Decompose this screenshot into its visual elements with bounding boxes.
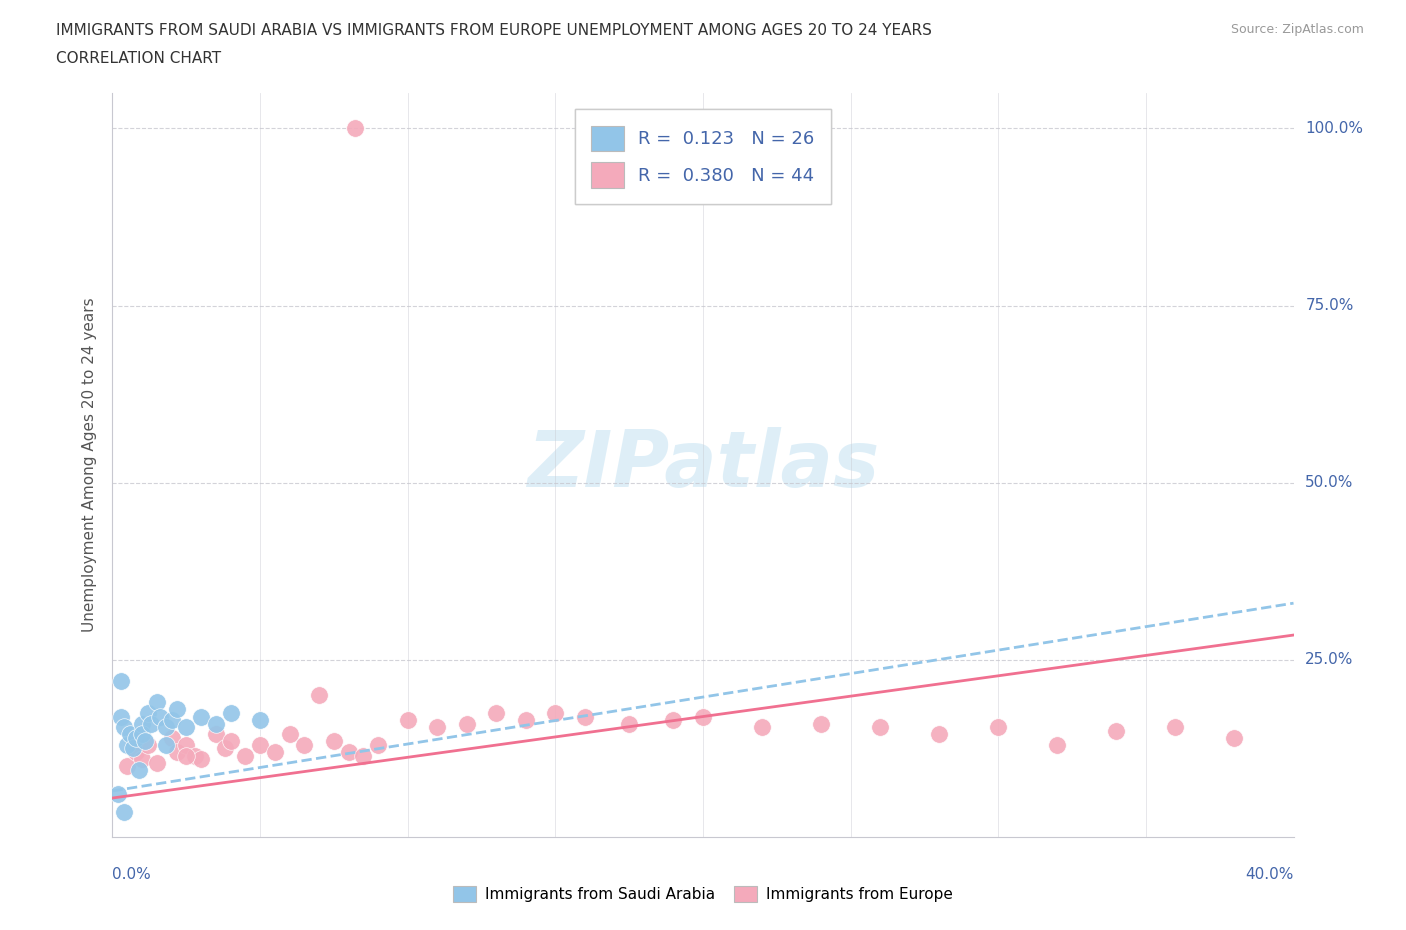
Point <box>110 709 132 724</box>
Point <box>112 720 135 735</box>
Point <box>396 712 419 727</box>
Point <box>131 751 153 766</box>
Point <box>337 745 360 760</box>
Point <box>1046 737 1069 752</box>
Point <box>292 737 315 752</box>
Point <box>214 741 236 756</box>
Point <box>174 720 197 735</box>
Point <box>544 706 567 721</box>
Point <box>1164 720 1187 735</box>
Text: 100.0%: 100.0% <box>1305 121 1364 136</box>
Point <box>190 709 212 724</box>
Point <box>205 727 228 742</box>
Text: 75.0%: 75.0% <box>1305 299 1354 313</box>
Point <box>125 745 148 760</box>
Point <box>987 720 1010 735</box>
Point <box>117 737 138 752</box>
Point <box>131 716 153 731</box>
Text: 40.0%: 40.0% <box>1246 867 1294 882</box>
Point <box>174 737 197 752</box>
Point <box>131 727 153 742</box>
Point <box>117 759 138 774</box>
Point <box>662 712 685 727</box>
Legend: R =  0.123   N = 26, R =  0.380   N = 44: R = 0.123 N = 26, R = 0.380 N = 44 <box>575 110 831 204</box>
Point <box>149 709 172 724</box>
Text: ZIPatlas: ZIPatlas <box>527 427 879 503</box>
Point <box>928 727 950 742</box>
Point <box>136 737 159 752</box>
Text: 50.0%: 50.0% <box>1305 475 1354 490</box>
Point <box>352 748 374 763</box>
Point <box>456 716 478 731</box>
Point <box>810 716 832 731</box>
Text: 25.0%: 25.0% <box>1305 652 1354 668</box>
Point <box>107 787 129 802</box>
Legend: Immigrants from Saudi Arabia, Immigrants from Europe: Immigrants from Saudi Arabia, Immigrants… <box>447 880 959 909</box>
Text: IMMIGRANTS FROM SAUDI ARABIA VS IMMIGRANTS FROM EUROPE UNEMPLOYMENT AMONG AGES 2: IMMIGRANTS FROM SAUDI ARABIA VS IMMIGRAN… <box>56 23 932 38</box>
Point <box>515 712 537 727</box>
Point <box>184 748 207 763</box>
Point <box>869 720 891 735</box>
Point <box>174 748 197 763</box>
Point <box>120 727 142 742</box>
Text: 0.0%: 0.0% <box>112 867 152 882</box>
Point <box>1105 724 1128 738</box>
Point <box>136 706 159 721</box>
Point <box>146 755 169 770</box>
Point <box>323 734 346 749</box>
Point <box>692 709 714 724</box>
Point <box>128 763 150 777</box>
Point <box>122 741 145 756</box>
Point <box>219 734 242 749</box>
Point <box>166 745 188 760</box>
Point <box>190 751 212 766</box>
Point <box>1223 730 1246 745</box>
Point <box>155 720 177 735</box>
Point <box>160 730 183 745</box>
Point <box>160 712 183 727</box>
Point <box>146 695 169 710</box>
Point <box>249 712 271 727</box>
Point <box>619 716 641 731</box>
Point <box>264 745 287 760</box>
Point <box>125 730 148 745</box>
Point <box>249 737 271 752</box>
Y-axis label: Unemployment Among Ages 20 to 24 years: Unemployment Among Ages 20 to 24 years <box>82 298 97 632</box>
Point <box>155 737 177 752</box>
Text: Source: ZipAtlas.com: Source: ZipAtlas.com <box>1230 23 1364 36</box>
Point <box>485 706 508 721</box>
Point <box>367 737 389 752</box>
Point <box>139 716 162 731</box>
Point <box>134 734 156 749</box>
Point <box>308 688 330 703</box>
Point <box>426 720 449 735</box>
Point <box>205 716 228 731</box>
Point <box>574 709 596 724</box>
Point <box>110 673 132 688</box>
Text: CORRELATION CHART: CORRELATION CHART <box>56 51 221 66</box>
Point <box>233 748 256 763</box>
Point <box>219 706 242 721</box>
Point <box>343 121 366 136</box>
Point <box>112 804 135 819</box>
Point <box>751 720 773 735</box>
Point <box>278 727 301 742</box>
Point <box>166 702 188 717</box>
